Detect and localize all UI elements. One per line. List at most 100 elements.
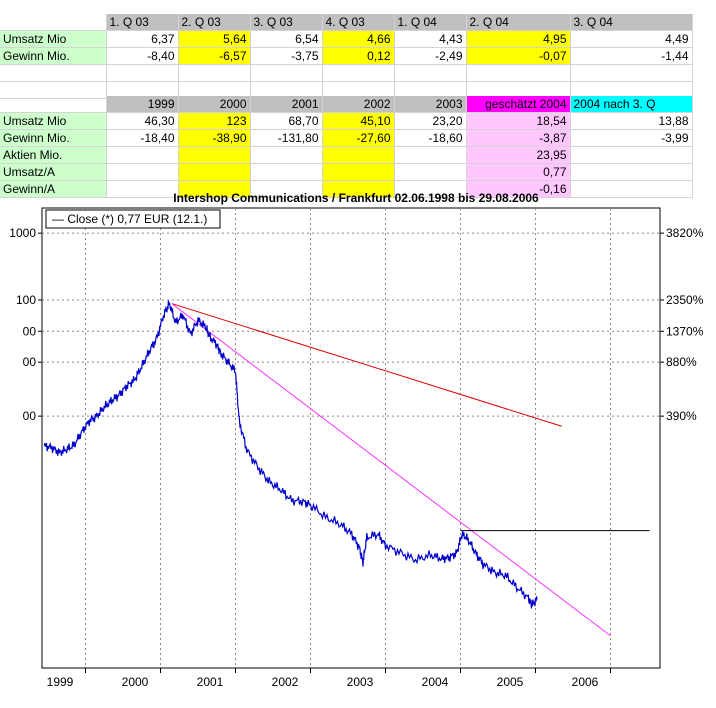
- chart-title: Intershop Communications / Frankfurt 02.…: [173, 191, 539, 205]
- corner-cell: [0, 14, 107, 31]
- y-tick-label: 00: [23, 324, 37, 338]
- table-cell: 0,12: [322, 47, 395, 65]
- x-tick-label: 1999: [47, 675, 74, 689]
- table-cell: -27,60: [322, 129, 395, 147]
- table-cell: 46,30: [106, 112, 179, 130]
- table-cell: [394, 146, 467, 164]
- table-row: Gewinn Mio. -18,40 -38,90 -131,80 -27,60…: [0, 129, 693, 147]
- x-tick-label: 2004: [422, 675, 449, 689]
- series-close-line: [43, 300, 538, 609]
- table-row: Aktien Mio. 23,95: [0, 146, 693, 164]
- table-cell: [106, 163, 179, 181]
- after-q3-header: 2004 nach 3. Q: [570, 96, 693, 113]
- x-tick-label: 2003: [347, 675, 374, 689]
- table-row: Umsatz Mio 6,37 5,64 6,54 4,66 4,43 4,95…: [0, 30, 693, 48]
- x-tick-label: 2002: [272, 675, 299, 689]
- legend: — Close (*) 0,77 EUR (12.1.): [45, 209, 221, 229]
- row-label: Umsatz Mio: [0, 30, 107, 48]
- table-cell: 4,95: [466, 30, 571, 48]
- table-cell: [106, 180, 179, 198]
- table-cell: [570, 163, 693, 181]
- grid-lines: [42, 208, 660, 668]
- year-header: 2000: [178, 96, 251, 113]
- table-cell: 123: [178, 112, 251, 130]
- table-cell: 6,54: [250, 30, 323, 48]
- quarter-header: 3. Q 04: [570, 14, 693, 31]
- legend-label: — Close (*) 0,77 EUR (12.1.): [52, 212, 207, 226]
- table-cell: [250, 146, 323, 164]
- table-cell: [322, 146, 395, 164]
- y-tick-label-right: 880%: [666, 355, 697, 369]
- table-cell: 4,43: [394, 30, 467, 48]
- table-cell: 23,20: [394, 112, 467, 130]
- annual-header-row: 1999 2000 2001 2002 2003 geschätzt 2004 …: [0, 96, 693, 113]
- table-cell: 6,37: [106, 30, 179, 48]
- x-axis: 1999 2000 2001 2002 2003 2004 2005 2006: [47, 668, 611, 689]
- x-tick-label: 2005: [497, 675, 524, 689]
- plot-area: [41, 207, 661, 669]
- y-tick-label-right: 1370%: [666, 324, 704, 338]
- row-label: Umsatz/A: [0, 163, 107, 181]
- year-header: 2002: [322, 96, 395, 113]
- y-tick-label-right: 3820%: [666, 226, 704, 240]
- table-row: Gewinn Mio. -8,40 -6,57 -3,75 0,12 -2,49…: [0, 47, 693, 65]
- quarter-header: 2. Q 04: [466, 14, 571, 31]
- table-cell: -131,80: [250, 129, 323, 147]
- table-cell: [570, 180, 693, 198]
- row-label: Aktien Mio.: [0, 146, 107, 164]
- y-tick-label-right: 390%: [666, 409, 697, 423]
- table-cell: [106, 146, 179, 164]
- table-cell: 18,54: [466, 112, 571, 130]
- y-axis-right: 3820% 2350% 1370% 880% 390%: [660, 226, 704, 423]
- legend-box: [45, 209, 221, 229]
- spacer-row: [0, 64, 693, 82]
- x-tick-label: 2000: [122, 675, 149, 689]
- year-header: 2003: [394, 96, 467, 113]
- table-cell: 45,10: [322, 112, 395, 130]
- x-tick-label: 2006: [572, 675, 599, 689]
- table-cell: [178, 180, 251, 198]
- table-cell: 0,77: [466, 163, 571, 181]
- table-cell: -3,99: [570, 129, 693, 147]
- table-cell: -3,75: [250, 47, 323, 65]
- y-tick-label: 00: [23, 355, 37, 369]
- trendline: [171, 303, 611, 637]
- quarterly-header-row: 1. Q 03 2. Q 03 3. Q 03 4. Q 03 1. Q 04 …: [0, 14, 693, 31]
- quarter-header: 1. Q 03: [106, 14, 179, 31]
- y-axis-left: 1000 100 00 00 00: [9, 226, 42, 423]
- year-header: 1999: [106, 96, 179, 113]
- table-cell: [322, 163, 395, 181]
- row-label: Umsatz Mio: [0, 112, 107, 130]
- table-cell: -0,16: [466, 180, 571, 198]
- table-cell: [322, 180, 395, 198]
- annual-table: 1999 2000 2001 2002 2003 geschätzt 2004 …: [0, 96, 693, 198]
- trendline: [171, 303, 562, 427]
- quarter-header: 1. Q 04: [394, 14, 467, 31]
- table-cell: 13,88: [570, 112, 693, 130]
- table-cell: [394, 163, 467, 181]
- table-cell: [250, 180, 323, 198]
- y-tick-label: 100: [16, 293, 36, 307]
- y-tick-label-right: 2350%: [666, 293, 704, 307]
- table-cell: [178, 163, 251, 181]
- table-cell: 5,64: [178, 30, 251, 48]
- table-cell: -6,57: [178, 47, 251, 65]
- table-cell: [570, 146, 693, 164]
- row-label: Gewinn/A: [0, 180, 107, 198]
- table-cell: -0,07: [466, 47, 571, 65]
- table-row: Umsatz Mio 46,30 123 68,70 45,10 23,20 1…: [0, 112, 693, 130]
- table-row: Umsatz/A 0,77: [0, 163, 693, 181]
- table-cell: -38,90: [178, 129, 251, 147]
- corner-cell: [0, 96, 107, 113]
- table-cell: [394, 180, 467, 198]
- quarter-header: 4. Q 03: [322, 14, 395, 31]
- table-cell: 4,49: [570, 30, 693, 48]
- table-cell: 23,95: [466, 146, 571, 164]
- x-tick-label: 2001: [197, 675, 224, 689]
- estimate-header: geschätzt 2004: [466, 96, 571, 113]
- table-cell: -1,44: [570, 47, 693, 65]
- table-row: Gewinn/A -0,16: [0, 180, 693, 198]
- table-cell: [250, 163, 323, 181]
- y-tick-label: 1000: [9, 226, 36, 240]
- table-cell: -18,40: [106, 129, 179, 147]
